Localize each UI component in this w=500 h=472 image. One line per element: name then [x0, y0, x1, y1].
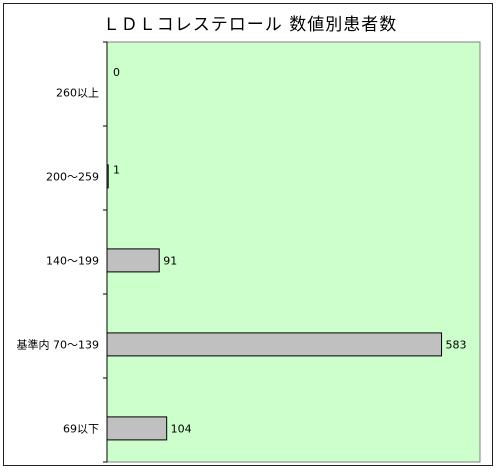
- bar: [106, 332, 443, 357]
- category-label: 260以上: [56, 86, 99, 99]
- category-labels: 260以上 200～259 140～199 基準内 70～139 69以下: [17, 86, 100, 435]
- chart-title: ＬＤＬコレステロール 数値別患者数: [102, 15, 398, 35]
- value-label: 104: [171, 422, 192, 435]
- category-label: 基準内 70～139: [17, 337, 100, 351]
- category-label: 140～199: [46, 254, 99, 267]
- category-label: 200～259: [46, 170, 99, 183]
- value-labels: 0 1 91 583 104: [113, 66, 467, 435]
- bar: [106, 248, 160, 273]
- bars: [106, 164, 443, 441]
- bar: [106, 164, 109, 189]
- value-label: 0: [113, 66, 120, 79]
- category-label: 69以下: [63, 422, 99, 435]
- value-label: 583: [446, 338, 467, 351]
- value-label: 91: [163, 254, 177, 267]
- value-label: 1: [113, 163, 120, 176]
- y-axis-ticks: [103, 41, 107, 463]
- plot-area: [106, 41, 481, 463]
- bar: [106, 416, 168, 441]
